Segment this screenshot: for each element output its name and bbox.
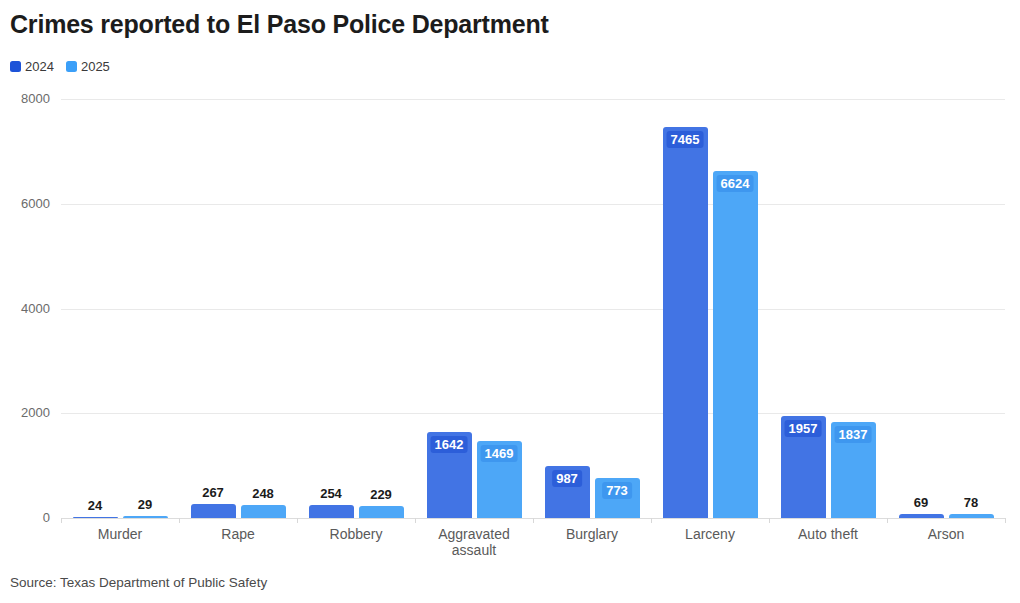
x-axis-tick bbox=[415, 518, 416, 523]
bar-value-label: 78 bbox=[964, 495, 978, 510]
x-axis-category-label: Aggravated assault bbox=[415, 526, 533, 558]
bar-value-label: 7465 bbox=[667, 131, 704, 148]
x-axis-category-label: Auto theft bbox=[769, 526, 887, 542]
bar-2024-murder[interactable] bbox=[73, 517, 118, 518]
page-title: Crimes reported to El Paso Police Depart… bbox=[10, 10, 549, 39]
x-axis-category-label: Arson bbox=[887, 526, 1005, 542]
bar-value-label: 69 bbox=[914, 495, 928, 510]
gridline-6000 bbox=[61, 204, 1005, 205]
legend-label: 2024 bbox=[25, 59, 54, 74]
bar-value-label: 1957 bbox=[785, 420, 822, 437]
legend-swatch-icon bbox=[66, 61, 77, 72]
bar-2025-robbery[interactable] bbox=[359, 506, 404, 518]
legend-item-2024: 2024 bbox=[10, 59, 54, 74]
bar-2024-robbery[interactable] bbox=[309, 505, 354, 518]
bar-value-label: 248 bbox=[252, 486, 274, 501]
bar-2025-larceny[interactable] bbox=[713, 171, 758, 518]
y-axis-tick-2000: 2000 bbox=[0, 405, 50, 421]
y-axis-tick-0: 0 bbox=[0, 510, 50, 526]
source-note: Source: Texas Department of Public Safet… bbox=[10, 575, 267, 590]
bar-value-label: 987 bbox=[552, 470, 582, 487]
bar-2024-larceny[interactable] bbox=[663, 127, 708, 518]
bar-value-label: 229 bbox=[370, 487, 392, 502]
gridline-2000 bbox=[61, 413, 1005, 414]
x-axis-tick bbox=[769, 518, 770, 523]
gridline-4000 bbox=[61, 309, 1005, 310]
bar-value-label: 1642 bbox=[431, 436, 468, 453]
y-axis-tick-8000: 8000 bbox=[0, 91, 50, 107]
bar-2025-murder[interactable] bbox=[123, 516, 168, 518]
x-axis-tick bbox=[1005, 518, 1006, 523]
bar-2024-arson[interactable] bbox=[899, 514, 944, 518]
x-axis-category-label: Rape bbox=[179, 526, 297, 542]
bar-value-label: 267 bbox=[202, 485, 224, 500]
x-axis-category-label: Murder bbox=[61, 526, 179, 542]
chart-page: Crimes reported to El Paso Police Depart… bbox=[0, 0, 1020, 603]
bar-value-label: 1469 bbox=[481, 445, 518, 462]
y-axis-tick-6000: 6000 bbox=[0, 196, 50, 212]
bar-value-label: 1837 bbox=[835, 426, 872, 443]
x-axis-category-label: Burglary bbox=[533, 526, 651, 542]
x-axis-tick bbox=[297, 518, 298, 523]
x-axis-tick bbox=[651, 518, 652, 523]
bar-value-label: 24 bbox=[88, 498, 102, 513]
gridline-8000 bbox=[61, 99, 1005, 100]
legend-swatch-icon bbox=[10, 61, 21, 72]
x-axis-tick bbox=[61, 518, 62, 523]
legend-label: 2025 bbox=[81, 59, 110, 74]
y-axis-tick-4000: 4000 bbox=[0, 301, 50, 317]
bar-value-label: 254 bbox=[320, 486, 342, 501]
bar-2025-rape[interactable] bbox=[241, 505, 286, 518]
bar-value-label: 773 bbox=[602, 482, 632, 499]
bar-value-label: 29 bbox=[138, 497, 152, 512]
x-axis-tick bbox=[533, 518, 534, 523]
bar-value-label: 6624 bbox=[717, 175, 754, 192]
x-axis-tick bbox=[887, 518, 888, 523]
x-axis-tick bbox=[179, 518, 180, 523]
bar-2025-arson[interactable] bbox=[949, 514, 994, 518]
x-axis-category-label: Robbery bbox=[297, 526, 415, 542]
x-axis-category-label: Larceny bbox=[651, 526, 769, 542]
legend-item-2025: 2025 bbox=[66, 59, 110, 74]
bar-2024-rape[interactable] bbox=[191, 504, 236, 518]
chart-legend: 2024 2025 bbox=[10, 59, 110, 74]
